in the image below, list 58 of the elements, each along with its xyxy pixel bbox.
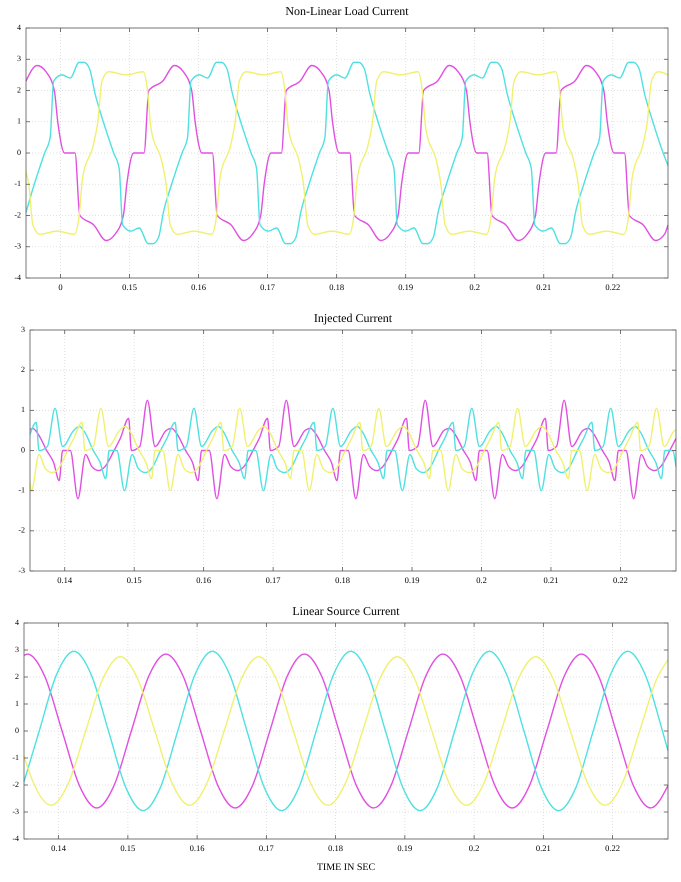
y-tick-label: -2 [12, 780, 19, 789]
x-tick-label: 0.16 [190, 843, 205, 853]
y-tick-label: -1 [12, 752, 19, 762]
y-tick-label: 3 [17, 54, 21, 64]
y-tick-label: 0 [17, 148, 21, 157]
x-tick-label: 0.21 [536, 282, 552, 292]
x-tick-label: 0.19 [397, 843, 412, 853]
x-tick-label: 0.21 [536, 843, 551, 853]
x-tick-label: 0.14 [57, 575, 73, 585]
x-tick-label: 0.14 [51, 843, 67, 853]
y-tick-label: 2 [17, 85, 21, 94]
x-tick-label: 0.2 [476, 575, 487, 585]
y-tick-label: 3 [15, 644, 19, 654]
chart-title: Linear Source Current [292, 604, 400, 618]
x-tick-label: 0.18 [335, 575, 350, 585]
x-tick-label: 0.18 [329, 282, 344, 292]
x-tick-label: 0.15 [126, 575, 142, 585]
y-tick-label: 4 [17, 22, 21, 32]
line-series [29, 400, 677, 500]
y-tick-label: -1 [18, 485, 25, 495]
x-tick-label: 0.15 [122, 282, 137, 292]
y-tick-label: 1 [21, 405, 25, 414]
y-tick-label: -2 [14, 210, 21, 220]
x-tick-label: 0.22 [605, 843, 620, 853]
x-tick-label: 0.2 [469, 282, 480, 292]
y-tick-label: -3 [18, 566, 25, 575]
x-tick-label: 0.22 [605, 282, 620, 292]
y-tick-label: -4 [14, 272, 21, 282]
x-tick-label: 0 [58, 282, 63, 292]
x-tick-label: 0.19 [398, 282, 414, 292]
x-tick-label: 0.17 [258, 843, 274, 853]
x-tick-label: 0.2 [468, 843, 480, 853]
y-tick-label: 1 [15, 698, 19, 708]
x-tick-label: 0.16 [196, 575, 212, 585]
y-tick-label: 2 [15, 672, 19, 681]
x-tick-label: 0.19 [404, 575, 420, 585]
chart-title: Injected Current [314, 310, 393, 325]
x-tick-label: 0.17 [266, 575, 281, 585]
x-axis-title: TIME IN SEC [316, 862, 376, 873]
y-tick-label: -3 [12, 806, 19, 816]
x-tick-label: 0.18 [328, 843, 344, 853]
y-tick-label: 0 [15, 726, 19, 735]
y-tick-label: 1 [17, 116, 21, 126]
x-tick-label: 0.22 [612, 575, 628, 585]
y-tick-label: 4 [15, 618, 19, 627]
y-tick-label: 0 [21, 445, 25, 454]
y-tick-label: -1 [14, 179, 21, 188]
y-tick-label: -4 [12, 834, 19, 843]
chart-title: Non-Linear Load Current [285, 4, 410, 18]
y-tick-label: -3 [14, 242, 21, 251]
x-tick-label: 0.16 [191, 282, 206, 292]
y-tick-label: -2 [18, 526, 25, 535]
x-tick-label: 0.17 [260, 282, 276, 292]
line-series [29, 408, 677, 492]
x-tick-label: 0.15 [120, 843, 136, 853]
x-tick-label: 0.21 [544, 575, 558, 585]
y-tick-label: 2 [21, 364, 25, 374]
y-tick-label: 3 [21, 324, 25, 334]
